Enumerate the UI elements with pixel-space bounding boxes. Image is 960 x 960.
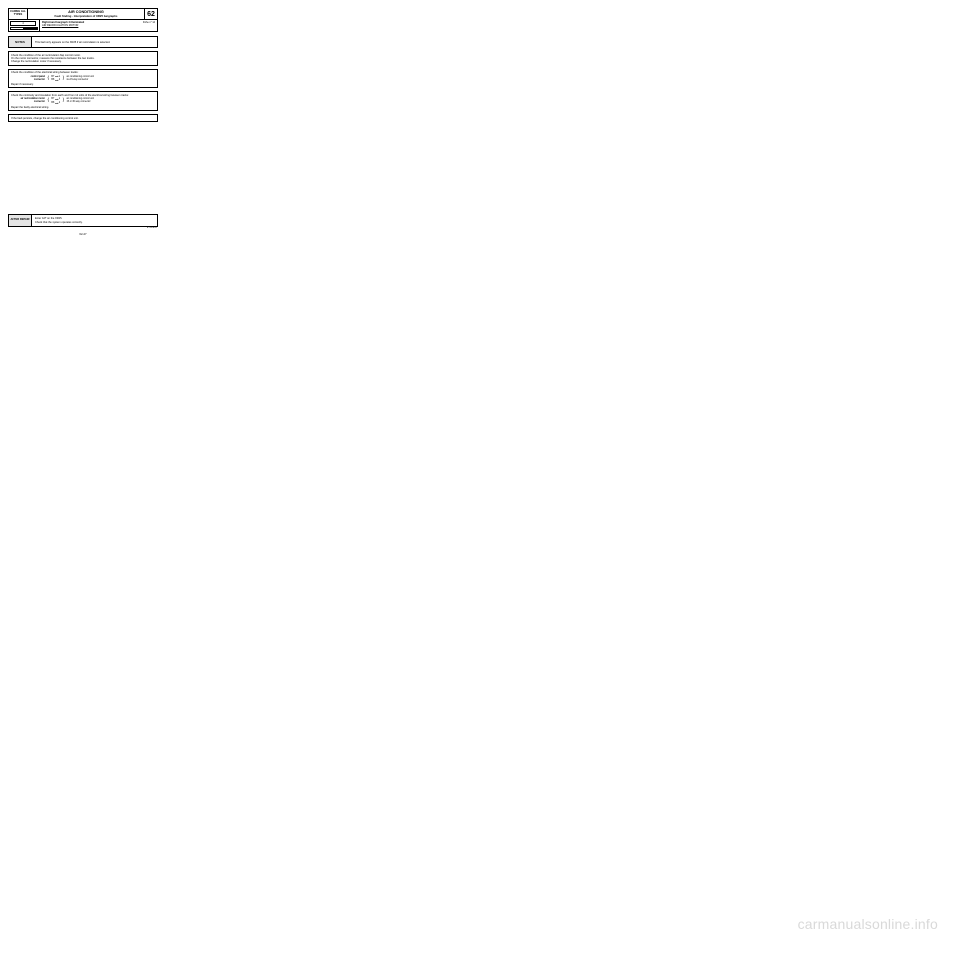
step3-wire-left: air recirculation motor connector <box>19 98 45 104</box>
step1-line3: Change the recirculation motor if necess… <box>11 60 155 63</box>
header-subtitle: Fault finding - Interpretation of XR25 b… <box>28 14 144 18</box>
step3-wiring: air recirculation motor connector { B7⟶1… <box>19 98 155 104</box>
after-line2: Check that the system operates correctly… <box>35 221 154 224</box>
watermark: carmanualsonline.info <box>798 916 938 932</box>
header-mid: AIR CONDITIONING Fault finding - Interpr… <box>28 9 144 19</box>
step2-line1: Check the condition of the electrical wi… <box>11 71 155 74</box>
w: B8 <box>51 102 54 105</box>
bargraph-indicator: 4 <box>9 20 40 31</box>
bargraph-number-box: 4 <box>10 21 36 26</box>
after-repair-row: AFTER REPAIR Enter G0* on the XR25. Chec… <box>8 214 158 226</box>
brace-left-icon: { <box>47 77 49 81</box>
header: CA/REG ALL TYPES AIR CONDITIONING Fault … <box>8 8 158 20</box>
after-repair-text: Enter G0* on the XR25. Check that the sy… <box>32 215 157 225</box>
step3-line2: Repair the faulty electrical wiring. <box>11 106 155 109</box>
header-left: CA/REG ALL TYPES <box>9 9 28 19</box>
w: 2 <box>59 79 60 82</box>
page-number: 62-27 <box>8 232 158 236</box>
w: 2 <box>59 102 60 105</box>
bargraph-fill <box>10 27 38 30</box>
bargraph-sub-text: AIR RECIRCULATION MOTOR <box>42 24 155 27</box>
step2-wire-left: control panel connector <box>19 76 45 82</box>
step3-wire-right: air conditioning control unit 15 or 30-w… <box>67 98 97 104</box>
arrow-icon: ⟶ <box>55 102 58 105</box>
after-repair-label: AFTER REPAIR <box>9 215 32 225</box>
step-4: If the fault persists, change the air co… <box>8 114 158 122</box>
brace-right-icon: } <box>62 77 64 81</box>
brace-right-icon: } <box>62 99 64 103</box>
step-1: Check the condition of the air recircula… <box>8 51 158 66</box>
step4-line1: If the fault persists, change the air co… <box>11 117 155 120</box>
notes-label: NOTES <box>9 37 32 47</box>
step-2: Check the condition of the electrical wi… <box>8 69 158 89</box>
notes-row: NOTES This fault only appears on the XR2… <box>8 36 158 48</box>
brace-left-icon: { <box>47 99 49 103</box>
step2-wiring: control panel connector { B7⟶1 B8⟶2 } ai… <box>19 75 155 81</box>
notes-text: This fault only appears on the XR25 if a… <box>32 37 157 47</box>
w: B8 <box>51 79 54 82</box>
bargraph-empty <box>10 27 24 30</box>
step2-wire-right: air conditioning control unit via 15-way… <box>67 76 97 82</box>
bargraph-desc: Right-hand bargraph 4 illuminated AIR RE… <box>40 20 157 31</box>
step3-line1: Check the continuity and insulation from… <box>11 94 155 97</box>
arrow-icon: ⟶ <box>55 79 58 82</box>
step3-wire-lines: B7⟶1 B8⟶2 <box>51 98 60 104</box>
step-3: Check the continuity and insulation from… <box>8 91 158 111</box>
ref-code: ETUDES1 <box>8 227 158 229</box>
page: CA/REG ALL TYPES AIR CONDITIONING Fault … <box>8 8 158 236</box>
step2-line2: Repair if necessary. <box>11 83 155 86</box>
bargraph-row: 4 Right-hand bargraph 4 illuminated AIR … <box>8 20 158 32</box>
fiche-ref: Fiche n° 14 <box>143 21 155 24</box>
bargraph-lit <box>24 27 38 30</box>
step2-wire-lines: B7⟶1 B8⟶2 <box>51 75 60 81</box>
header-number: 62 <box>144 9 157 19</box>
